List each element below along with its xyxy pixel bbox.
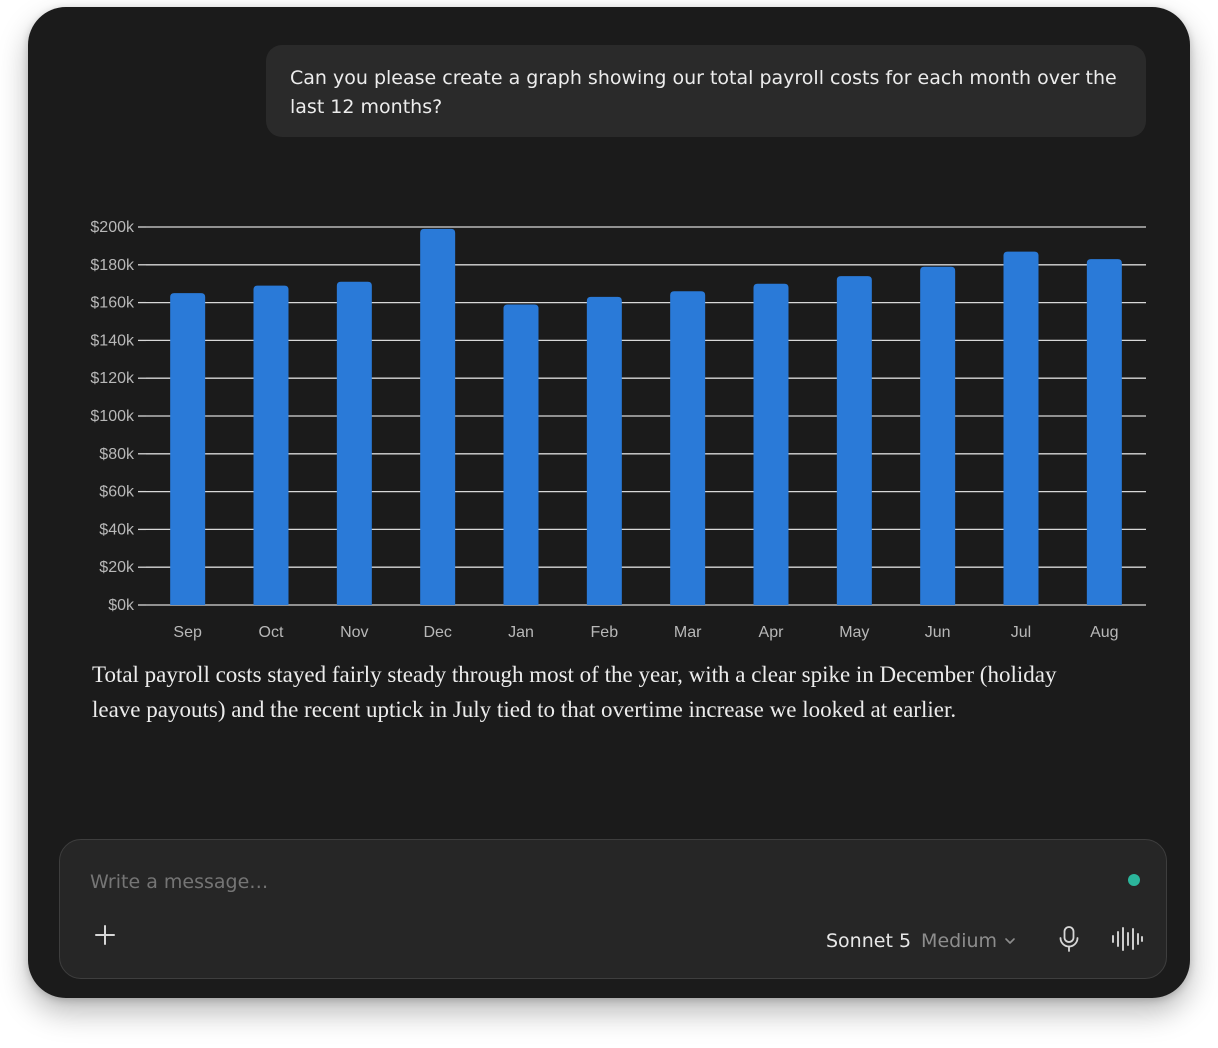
bar-mar (670, 291, 706, 605)
y-tick-label: $200k (90, 219, 135, 236)
microphone-icon[interactable] (1056, 924, 1082, 954)
y-tick-label: $120k (90, 370, 135, 387)
bar-jun (920, 266, 956, 605)
x-tick-label: Dec (423, 624, 451, 641)
plus-icon[interactable] (90, 920, 120, 950)
y-tick-label: $20k (99, 559, 135, 576)
y-tick-label: $160k (90, 295, 135, 312)
chevron-down-icon (1003, 934, 1017, 948)
y-tick-label: $140k (90, 332, 135, 349)
bar-apr (753, 283, 789, 605)
assistant-reply-text: Total payroll costs stayed fairly steady… (92, 662, 1057, 722)
x-tick-label: Jul (1011, 624, 1031, 641)
y-tick-label: $80k (99, 446, 135, 463)
message-input[interactable] (88, 870, 1072, 894)
x-tick-label: Apr (759, 624, 785, 641)
x-tick-label: Mar (674, 624, 702, 641)
model-selector[interactable]: Sonnet 5 Medium (826, 926, 1017, 956)
user-message-bubble: Can you please create a graph showing ou… (266, 45, 1146, 137)
bar-jul (1003, 251, 1039, 605)
bar-jan (503, 304, 539, 605)
x-tick-label: Sep (173, 624, 202, 641)
bar-nov (336, 281, 372, 605)
x-tick-label: Nov (340, 624, 368, 641)
bar-feb (586, 296, 622, 605)
status-dot (1128, 874, 1140, 886)
x-tick-label: Jun (925, 624, 951, 641)
chat-window: Can you please create a graph showing ou… (28, 7, 1190, 998)
bar-dec (420, 228, 456, 605)
bar-aug (1086, 259, 1122, 605)
waveform-icon[interactable] (1110, 924, 1144, 954)
bar-sep (170, 293, 206, 605)
message-composer: Sonnet 5 Medium (59, 839, 1167, 979)
y-tick-label: $60k (99, 484, 135, 501)
y-tick-label: $180k (90, 257, 135, 274)
y-tick-label: $0k (108, 597, 135, 614)
x-tick-label: May (839, 624, 869, 641)
y-tick-label: $40k (99, 521, 135, 538)
model-effort: Medium (921, 930, 998, 952)
x-tick-label: Jan (508, 624, 534, 641)
model-name: Sonnet 5 (826, 930, 912, 952)
user-message-text: Can you please create a graph showing ou… (290, 67, 1117, 118)
bar-oct (253, 285, 289, 605)
x-tick-label: Oct (259, 624, 284, 641)
payroll-bar-chart: $0k $20k $40k $60k $80k $100k $120k $140k $160k $… (90, 219, 1146, 641)
x-tick-label: Feb (591, 624, 619, 641)
bar-may (836, 276, 872, 605)
x-tick-label: Aug (1090, 624, 1118, 641)
y-tick-label: $100k (90, 408, 135, 425)
